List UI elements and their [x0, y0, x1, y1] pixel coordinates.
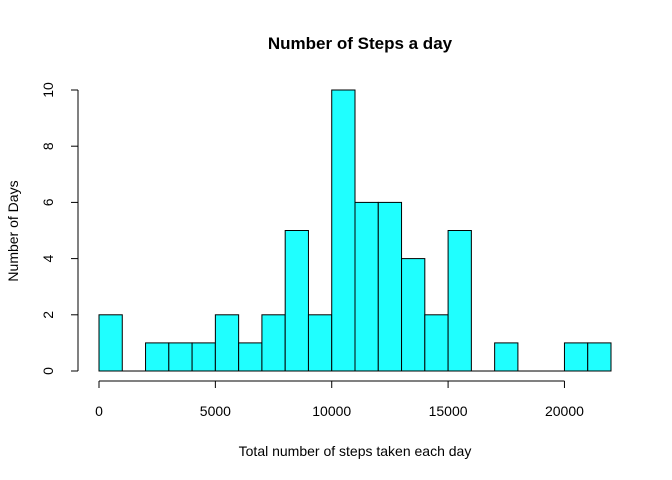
bars-group	[98, 89, 612, 372]
histogram-bar	[331, 89, 356, 372]
histogram-bar	[214, 314, 240, 372]
x-tick-label: 0	[95, 403, 103, 419]
histogram-bar	[587, 342, 612, 372]
histogram-bar	[145, 342, 170, 372]
histogram-bar	[238, 342, 263, 372]
y-tick-label: 2	[40, 311, 56, 319]
x-tick-label: 5000	[200, 403, 231, 419]
histogram-bar	[191, 342, 216, 372]
x-axis: 0 5000 10000 15000 20000	[95, 380, 584, 419]
histogram-bar	[168, 342, 193, 372]
y-tick-label: 4	[40, 254, 56, 262]
histogram-bar	[261, 314, 286, 372]
histogram-bar	[377, 201, 403, 372]
x-tick-label: 10000	[312, 403, 351, 419]
histogram-bar	[424, 314, 449, 372]
histogram-bar	[563, 342, 589, 372]
histogram-bar	[307, 314, 333, 372]
histogram-bar	[447, 230, 472, 372]
y-tick-label: 0	[40, 367, 56, 375]
chart-title: Number of Steps a day	[268, 34, 453, 53]
y-tick-label: 6	[40, 198, 56, 206]
y-axis-label: Number of Days	[5, 180, 21, 281]
x-tick-label: 20000	[545, 403, 584, 419]
y-tick-label: 8	[40, 142, 56, 150]
histogram-bar	[494, 342, 519, 372]
y-tick-label: 10	[40, 82, 56, 98]
histogram-bar	[354, 201, 379, 372]
histogram-bar	[284, 230, 309, 372]
x-tick-label: 15000	[429, 403, 468, 419]
histogram-bar	[98, 314, 123, 372]
y-axis: 0 2 4 6 8 10	[40, 82, 79, 375]
histogram-bar	[401, 258, 426, 372]
x-axis-label: Total number of steps taken each day	[239, 443, 472, 459]
